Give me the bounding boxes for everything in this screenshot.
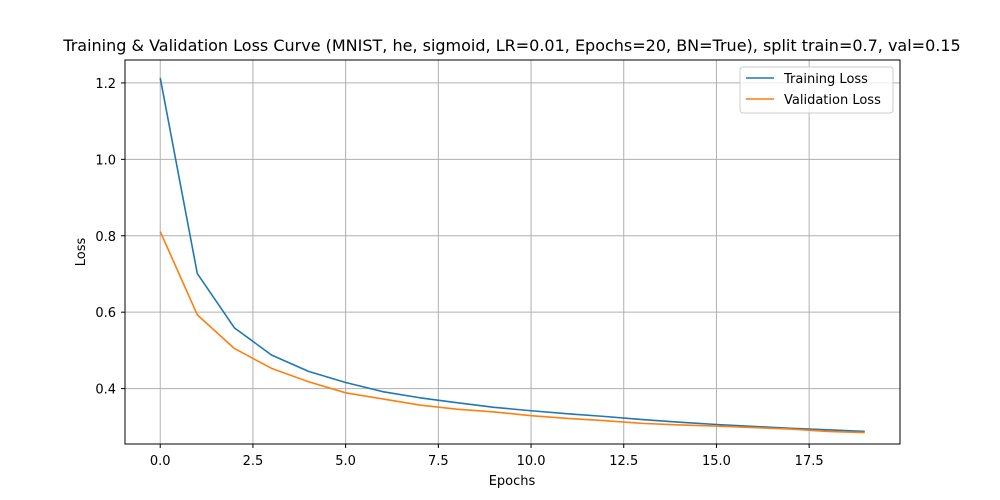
legend-box	[739, 66, 894, 114]
x-tick-label: 12.5	[609, 454, 638, 469]
y-axis-label: Loss	[74, 238, 89, 267]
y-tick-label: 0.4	[95, 383, 116, 398]
x-tick-label: 10.0	[517, 454, 546, 469]
chart-title: Training & Validation Loss Curve (MNIST,…	[62, 36, 960, 55]
plot-frame	[124, 59, 901, 445]
axis-ticks: 0.0 2.5 5.0 7.5 10.0 12.5 15.0 17.5 0.4 0.6 0.8 1.0…	[95, 77, 823, 469]
series-lines	[159, 77, 865, 434]
y-tick-label: 0.8	[95, 230, 116, 245]
y-tick-label: 1.0	[95, 153, 116, 168]
x-tick-label: 7.5	[428, 454, 449, 469]
x-tick-label: 5.0	[335, 454, 356, 469]
x-tick-label: 0.0	[150, 454, 171, 469]
legend-label-training-loss: Training Loss	[783, 72, 868, 87]
y-tick-label: 0.6	[95, 306, 116, 321]
legend: Training Loss Validation Loss	[739, 66, 894, 114]
x-tick-label: 15.0	[702, 454, 731, 469]
legend-label-validation-loss: Validation Loss	[784, 93, 881, 108]
series-line-validation-loss	[159, 231, 865, 434]
grid-lines	[125, 60, 900, 444]
x-tick-label: 17.5	[795, 454, 824, 469]
y-tick-label: 1.2	[95, 77, 116, 92]
series-line-training-loss	[159, 77, 865, 433]
x-axis-label: Epochs	[489, 474, 536, 489]
x-tick-label: 2.5	[243, 454, 264, 469]
